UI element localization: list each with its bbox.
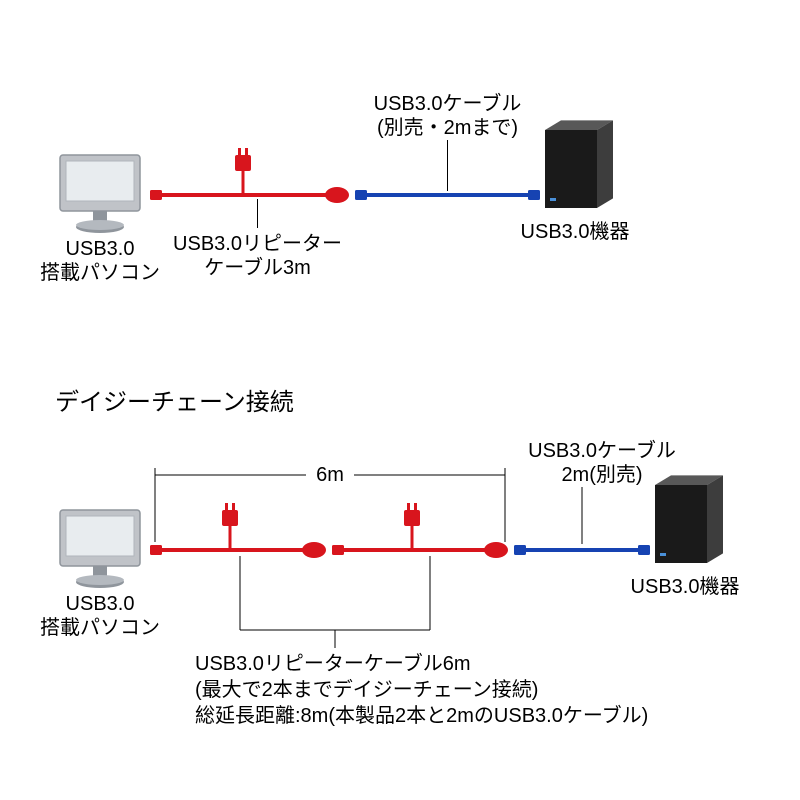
d1-pc-label-l1: USB3.0 bbox=[66, 238, 135, 260]
d2-top-label-l1: USB3.0ケーブル bbox=[528, 438, 676, 462]
d2-top-label-l2: 2m(別売) bbox=[561, 463, 642, 486]
d1-repeater-label-l1: USB3.0リピーター bbox=[173, 232, 342, 255]
d1-top-label-l2: (別売・2mまで) bbox=[377, 116, 518, 139]
d2-pc-label-l1: USB3.0 bbox=[66, 593, 135, 615]
section-title: デイジーチェーン接続 bbox=[55, 389, 294, 416]
d2-note-l1: USB3.0リピーターケーブル6m bbox=[195, 651, 471, 675]
d1-repeater-label-l2: ケーブル3m bbox=[204, 255, 311, 279]
d2-note-l2: (最大で2本までデイジーチェーン接続) bbox=[195, 678, 538, 701]
d2-device-label: USB3.0機器 bbox=[631, 575, 740, 598]
d2-note-l3: 総延長距離:8m(本製品2本と2mのUSB3.0ケーブル) bbox=[195, 703, 648, 727]
d2-dim-label: 6m bbox=[316, 464, 344, 486]
d1-pc-label-l2: 搭載パソコン bbox=[40, 261, 160, 284]
d1-top-label-l1: USB3.0ケーブル bbox=[374, 91, 522, 115]
d1-device-label: USB3.0機器 bbox=[521, 220, 630, 243]
d2-pc-label-l2: 搭載パソコン bbox=[40, 616, 160, 639]
